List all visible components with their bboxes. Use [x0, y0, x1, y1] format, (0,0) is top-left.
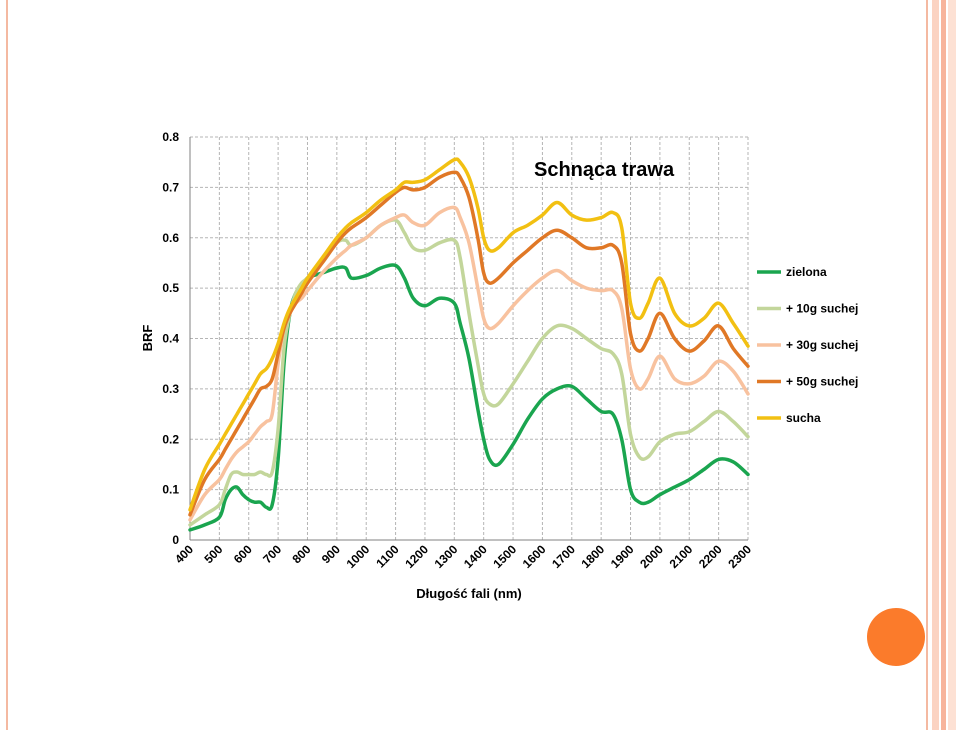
y-tick-label-5: 0.5	[162, 281, 179, 295]
x-tick-label-8: 1200	[402, 542, 431, 571]
right-stripe-3	[948, 0, 956, 730]
series-line-4	[188, 157, 750, 512]
x-tick-label-6: 1000	[344, 542, 373, 571]
y-tick-label-3: 0.3	[162, 382, 179, 396]
x-tick-labels: 400 500 600 700 800 900 1000 1100 1200 1300 1400 15…	[172, 542, 754, 571]
axes	[189, 137, 748, 541]
series-line-0	[188, 263, 750, 532]
x-tick-label-11: 1500	[490, 542, 519, 571]
x-axis-title: Długość fali (nm)	[416, 586, 521, 601]
x-tick-label-17: 2100	[667, 542, 696, 571]
y-tick-label-2: 0.2	[162, 432, 179, 446]
right-stripe-1	[932, 0, 939, 730]
x-tick-label-4: 800	[290, 542, 314, 566]
series-line-1	[188, 218, 750, 527]
y-tick-label-8: 0.8	[162, 130, 179, 144]
x-tick-label-1: 500	[201, 542, 225, 566]
x-tick-label-9: 1300	[432, 542, 461, 571]
legend: zielona + 10g suchej + 30g suchej + 50g suc…	[757, 265, 858, 425]
legend-label-3: + 50g suchej	[786, 375, 858, 389]
y-axis-title: BRF	[140, 325, 155, 352]
x-tick-label-14: 1800	[578, 542, 607, 571]
x-tick-label-2: 600	[231, 542, 255, 566]
x-tick-label-5: 900	[319, 542, 343, 566]
chart-title: Schnąca trawa	[534, 159, 675, 181]
legend-label-0: zielona	[786, 265, 827, 279]
legend-label-2: + 30g suchej	[786, 338, 858, 352]
slide-frame	[6, 0, 928, 730]
series-lines	[188, 157, 750, 532]
x-tick-label-13: 1700	[549, 542, 578, 571]
x-tick-label-16: 2000	[637, 542, 666, 571]
series-line-3	[188, 170, 750, 517]
y-tick-label-1: 0.1	[162, 483, 179, 497]
x-tick-label-10: 1400	[461, 542, 490, 571]
x-tick-label-19: 2300	[725, 542, 754, 571]
x-tick-label-18: 2200	[696, 542, 725, 571]
y-tick-label-4: 0.4	[162, 332, 179, 346]
x-tick-label-12: 1600	[520, 542, 549, 571]
series-line-2	[188, 205, 750, 522]
y-tick-label-0: 0	[172, 533, 179, 547]
x-tick-label-15: 1900	[608, 542, 637, 571]
y-tick-label-6: 0.6	[162, 231, 179, 245]
x-tick-label-7: 1100	[373, 542, 402, 571]
x-tick-label-3: 700	[260, 542, 284, 566]
y-tick-labels: 0 0.1 0.2 0.3 0.4 0.5 0.6 0.7 0.8	[162, 130, 179, 547]
right-stripe-2	[941, 0, 946, 730]
legend-label-4: sucha	[786, 411, 821, 425]
legend-label-1: + 10g suchej	[786, 302, 858, 316]
decorative-circle	[867, 608, 925, 666]
y-tick-label-7: 0.7	[162, 180, 179, 194]
